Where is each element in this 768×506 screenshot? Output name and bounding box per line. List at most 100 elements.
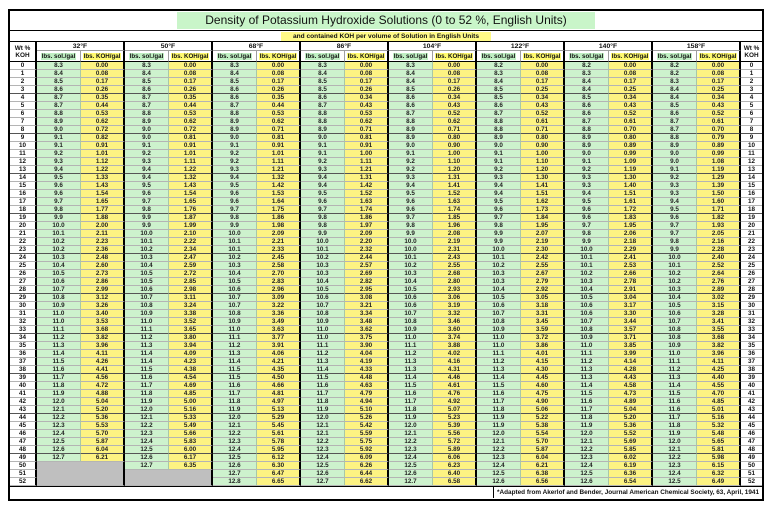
lbs-koh-cell: 0.25 [609, 86, 653, 94]
table-row: 2 8.5 0.17 8.5 0.17 8.5 0.17 8.5 0.17 8.4 0.17 8.4 0… [10, 78, 762, 86]
lbs-sol-cell: 11.8 [565, 414, 609, 422]
lbs-koh-cell: 6.21 [81, 454, 125, 462]
lbs-koh-cell: 5.54 [521, 430, 565, 438]
lbs-sol-cell: 11.5 [477, 382, 521, 390]
lbs-koh-cell: 4.88 [81, 390, 125, 398]
lbs-sol-cell: 9.7 [125, 198, 169, 206]
lbs-sol-cell: 10.3 [477, 278, 521, 286]
wt-header-line2: KOH [15, 51, 30, 59]
table-row: 21 10.1 2.11 10.0 2.10 10.0 2.09 9.9 2.09 9.9 2.08… [10, 230, 762, 238]
lbs-koh-cell: 1.11 [345, 158, 389, 166]
wt-percent-cell: 5 [741, 102, 762, 110]
lbs-koh-cell: 6.06 [433, 454, 477, 462]
lbs-sol-cell: 9.9 [301, 230, 345, 238]
lbs-sol-cell: 8.7 [37, 102, 81, 110]
lbs-koh-cell: 4.60 [521, 382, 565, 390]
lbs-koh-cell: 0.53 [345, 110, 389, 118]
lbs-sol-cell: 10.5 [213, 278, 257, 286]
lbs-sol-cell: 12.7 [213, 470, 257, 478]
sol-per-gal-header: lbs. sol./gal [213, 51, 257, 62]
wt-percent-cell: 40 [10, 382, 37, 390]
lbs-sol-cell: 12.4 [37, 430, 81, 438]
lbs-sol-cell: 11.8 [389, 406, 433, 414]
lbs-koh-cell: 3.22 [257, 302, 301, 310]
lbs-sol-cell: 12.1 [477, 438, 521, 446]
table-row: 20 10.0 2.00 9.9 1.99 9.9 1.98 9.8 1.97 9.8 1.96 9.… [10, 222, 762, 230]
wt-percent-cell: 37 [741, 358, 762, 366]
lbs-koh-cell: 1.60 [697, 198, 741, 206]
lbs-sol-cell: 9.5 [477, 198, 521, 206]
lbs-koh-cell: 2.42 [521, 254, 565, 262]
sol-per-gal-header: lbs. sol./gal [477, 51, 521, 62]
lbs-sol-cell: 9.0 [389, 142, 433, 150]
lbs-sol-cell: 12.2 [653, 454, 697, 462]
wt-percent-cell: 35 [741, 342, 762, 350]
lbs-koh-cell: 2.45 [257, 254, 301, 262]
lbs-sol-cell: 12.7 [37, 454, 81, 462]
lbs-sol-cell: 8.2 [565, 62, 609, 70]
koh-per-gal-header: lbs. KOH/gal [257, 51, 301, 62]
lbs-koh-cell: 2.68 [433, 270, 477, 278]
lbs-sol-cell: 12.0 [301, 414, 345, 422]
lbs-sol-cell: 10.6 [389, 302, 433, 310]
title-row: Density of Potassium Hydroxide Solutions… [10, 11, 762, 31]
table-row: 4 8.7 0.35 8.7 0.35 8.6 0.35 8.6 0.34 8.6 0.34 8.5 0… [10, 94, 762, 102]
lbs-koh-cell: 0.89 [697, 142, 741, 150]
lbs-sol-cell: 11.3 [213, 350, 257, 358]
lbs-koh-cell: 0.43 [521, 102, 565, 110]
lbs-sol-cell: 10.7 [301, 302, 345, 310]
lbs-sol-cell: 11.4 [125, 350, 169, 358]
lbs-sol-cell: 8.8 [389, 118, 433, 126]
lbs-koh-cell: 0.34 [345, 94, 389, 102]
table-row: 22 10.2 2.23 10.1 2.22 10.1 2.21 10.0 2.20 10.0 2.… [10, 238, 762, 246]
sol-per-gal-label: lbs. sol./gal [304, 52, 341, 60]
lbs-sol-cell: 11.6 [125, 374, 169, 382]
wt-percent-cell: 30 [10, 302, 37, 310]
table-row: 13 9.4 1.22 9.4 1.22 9.3 1.21 9.3 1.21 9.2 1.20 9.2… [10, 166, 762, 174]
lbs-koh-cell: 2.99 [81, 286, 125, 294]
lbs-sol-cell: 11.2 [301, 350, 345, 358]
lbs-sol-cell: 10.1 [565, 254, 609, 262]
lbs-sol-cell: 8.4 [389, 78, 433, 86]
lbs-sol-cell: 10.7 [213, 302, 257, 310]
lbs-sol-cell: 12.3 [125, 430, 169, 438]
koh-per-gal-header: lbs. KOH/gal [697, 51, 741, 62]
lbs-koh-cell: 2.55 [521, 262, 565, 270]
lbs-sol-cell: 11.4 [477, 374, 521, 382]
lbs-koh-cell: 6.26 [345, 462, 389, 470]
wt-percent-cell: 49 [741, 454, 762, 462]
lbs-sol-cell: 9.5 [37, 174, 81, 182]
lbs-koh-cell: 1.12 [81, 158, 125, 166]
lbs-koh-cell: 5.16 [169, 406, 213, 414]
lbs-sol-cell: 12.0 [125, 406, 169, 414]
lbs-sol-cell: 9.8 [213, 214, 257, 222]
lbs-koh-cell: 3.71 [609, 334, 653, 342]
lbs-koh-cell: 3.41 [697, 318, 741, 326]
lbs-sol-cell: 8.5 [477, 86, 521, 94]
lbs-koh-cell: 3.77 [257, 334, 301, 342]
lbs-sol-cell: 12.5 [477, 470, 521, 478]
lbs-sol-cell: 10.5 [125, 270, 169, 278]
lbs-sol-cell: 8.7 [125, 94, 169, 102]
wt-percent-cell: 38 [741, 366, 762, 374]
empty-gray-cell [37, 462, 125, 486]
lbs-sol-cell: 9.4 [125, 174, 169, 182]
lbs-koh-cell: 0.00 [609, 62, 653, 70]
lbs-sol-cell: 9.7 [213, 206, 257, 214]
lbs-koh-cell: 2.00 [81, 222, 125, 230]
lbs-koh-cell: 2.30 [521, 246, 565, 254]
lbs-koh-cell: 1.99 [169, 222, 213, 230]
lbs-sol-cell: 11.0 [213, 326, 257, 334]
sol-per-gal-header: lbs. sol./gal [565, 51, 609, 62]
lbs-koh-cell: 0.62 [345, 118, 389, 126]
lbs-sol-cell: 9.9 [125, 214, 169, 222]
footer-row: *Adapted from Akerlof and Bender, Journa… [10, 486, 762, 498]
lbs-sol-cell: 10.3 [213, 262, 257, 270]
lbs-sol-cell: 9.0 [125, 126, 169, 134]
wt-percent-cell: 1 [10, 70, 37, 78]
lbs-sol-cell: 12.4 [477, 462, 521, 470]
lbs-sol-cell: 9.7 [389, 214, 433, 222]
lbs-koh-cell: 2.69 [345, 270, 389, 278]
lbs-sol-cell: 12.4 [125, 438, 169, 446]
